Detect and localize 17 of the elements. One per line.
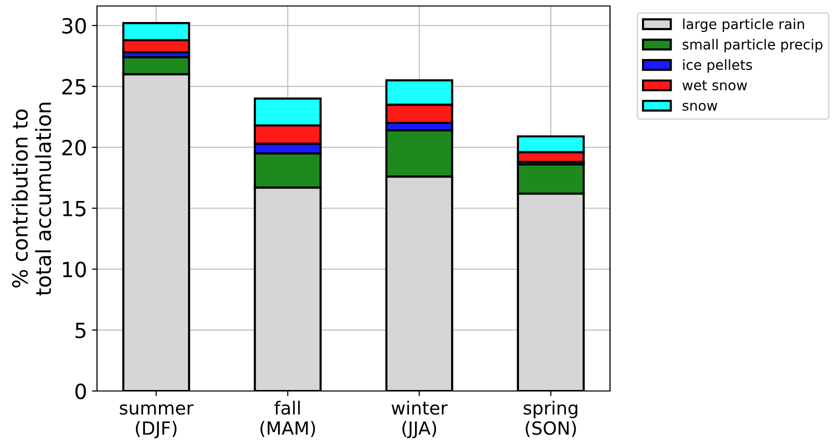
x-tick-label: fall (MAM) [260, 400, 315, 438]
y-tick-label: 30 [62, 18, 86, 34]
legend-label: snow [682, 102, 718, 111]
x-tick-label: summer (DJF) [120, 404, 194, 438]
y-axis-title: % contribution to total accumulation [12, 102, 52, 296]
x-tick-label: winter (JJA) [392, 400, 448, 438]
y-tick-label: 20 [62, 140, 86, 156]
y-tick-label: 15 [63, 200, 86, 216]
y-tick-label: 10 [63, 262, 86, 278]
y-tick-label: 5 [76, 322, 86, 338]
x-tick-label: spring (SON) [524, 400, 578, 438]
legend-label: ice pellets [683, 59, 752, 73]
y-tick-label: 25 [62, 78, 86, 95]
legend-label: large particle rain [683, 18, 804, 32]
legend-label: wet snow [682, 80, 747, 90]
y-tick-label: 0 [75, 383, 86, 400]
legend-label: small particle precip [682, 38, 822, 52]
